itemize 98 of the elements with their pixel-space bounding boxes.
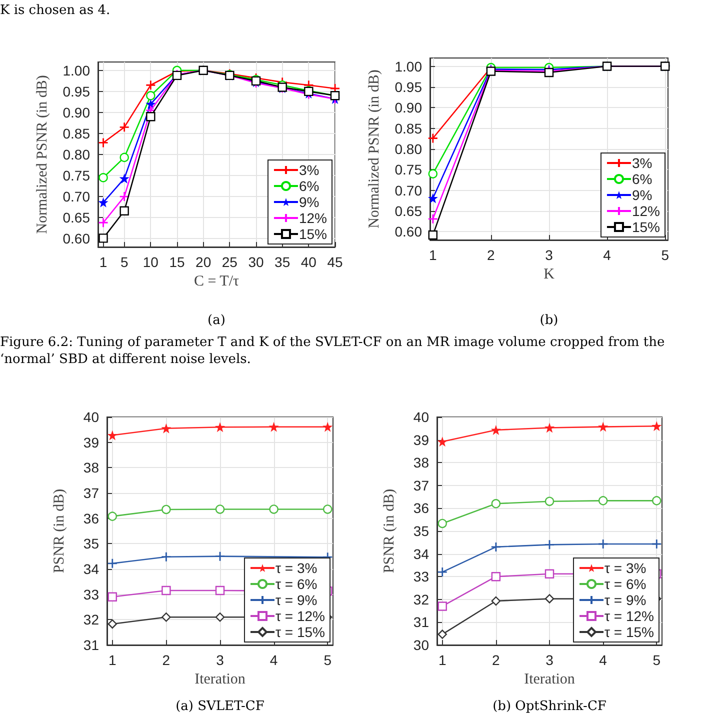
y-tick-label: 31: [413, 614, 430, 630]
y-tick-label: 0.70: [394, 182, 422, 198]
y-tick-label: 33: [413, 568, 430, 585]
y-tick-label: 0.85: [394, 120, 422, 136]
x-tick-label: 3: [545, 247, 554, 263]
x-tick-label: 2: [487, 247, 496, 263]
y-tick-label: 0.90: [394, 100, 422, 116]
y-tick-label: 0.95: [394, 78, 422, 95]
y-tick-label: 38: [83, 460, 100, 476]
text: (a): [206, 312, 226, 329]
legend-label: τ = 15%: [275, 624, 326, 640]
x-tick-label: 1: [108, 652, 116, 668]
x-tick-label: 5: [324, 652, 332, 668]
legend-label: 9%: [632, 187, 652, 203]
x-tick-label: 40: [300, 254, 317, 270]
x-tick-label: 2: [492, 652, 500, 668]
y-axis-title: PSNR (in dB): [382, 488, 398, 574]
legend-label: 6%: [632, 171, 652, 187]
legend-label: 12%: [632, 203, 660, 219]
y-tick-label: 35: [83, 536, 100, 552]
y-tick-label: 37: [83, 485, 100, 501]
y-axis-title: Normalized PSNR (in dB): [366, 70, 382, 228]
x-tick-label: 10: [142, 254, 159, 270]
text: (b) OptShrink-CF: [492, 698, 608, 715]
x-tick-label: 30: [248, 254, 264, 270]
legend-label: 12%: [298, 210, 328, 226]
y-tick-label: 0.65: [394, 203, 422, 220]
y-axis-title: PSNR (in dB): [52, 488, 68, 574]
y-tick-label: 0.70: [62, 188, 90, 205]
y-tick-label: 40: [413, 409, 430, 425]
y-tick-label: 36: [83, 510, 100, 526]
x-axis-title: Iteration: [194, 671, 246, 688]
x-tick-label: 5: [661, 247, 670, 263]
x-tick-label: 4: [270, 652, 278, 668]
y-tick-label: 0.75: [62, 168, 90, 184]
legend-label: 9%: [298, 194, 320, 210]
y-tick-label: 0.80: [394, 141, 422, 157]
y-tick-label: 30: [413, 637, 430, 653]
y-tick-label: 0.65: [62, 210, 90, 226]
text: (b): [538, 312, 560, 329]
text: K is chosen as 4.: [0, 2, 112, 19]
y-tick-label: 37: [413, 477, 430, 494]
y-tick-label: 1.00: [394, 58, 422, 74]
x-tick-label: 4: [599, 652, 608, 668]
y-tick-label: 31: [83, 637, 100, 653]
x-axis-title: K: [544, 266, 555, 282]
x-axis-title: Iteration: [524, 671, 576, 688]
y-tick-label: 0.85: [62, 125, 90, 142]
y-tick-label: 34: [83, 561, 100, 577]
x-tick-label: 1: [438, 652, 446, 668]
y-tick-label: 0.60: [394, 224, 422, 240]
y-tick-label: 0.75: [394, 162, 422, 178]
x-tick-label: 1: [99, 254, 108, 270]
x-tick-label: 35: [274, 254, 290, 270]
y-tick-label: 40: [83, 409, 100, 425]
y-tick-label: 39: [413, 432, 430, 448]
caption: Figure 6.2: Tuning of parameter T and K of the SVLET-CF on an MR image volume cropped from the ‘normal’ SBD at different noise levels.: [0, 334, 666, 368]
legend-label: 15%: [298, 226, 328, 242]
x-tick-label: 3: [546, 652, 554, 668]
y-tick-label: 0.90: [62, 104, 90, 120]
y-tick-label: 32: [83, 612, 100, 628]
x-tick-label: 15: [169, 254, 185, 270]
legend-label: τ = 3%: [275, 560, 318, 576]
legend-label: 3%: [298, 162, 320, 178]
x-axis-title: C = T/τ: [194, 273, 240, 290]
legend-label: τ = 6%: [604, 576, 646, 592]
legend-label: τ = 12%: [604, 608, 654, 624]
x-tick-label: 5: [120, 254, 128, 270]
y-tick-label: 35: [413, 523, 430, 539]
y-tick-label: 0.80: [62, 146, 90, 162]
x-tick-label: 45: [327, 254, 343, 270]
legend-label: 6%: [298, 178, 320, 194]
legend-label: τ = 6%: [275, 576, 318, 592]
x-tick-label: 4: [603, 247, 612, 263]
x-tick-label: 2: [162, 652, 170, 668]
y-tick-label: 39: [83, 434, 100, 450]
x-tick-label: 25: [222, 254, 238, 270]
legend-label: τ = 3%: [604, 560, 646, 576]
legend-label: 3%: [632, 155, 652, 171]
y-tick-label: 0.95: [62, 83, 90, 100]
y-tick-label: 38: [413, 454, 430, 471]
legend-label: τ = 15%: [604, 624, 654, 640]
y-tick-label: 1.00: [62, 62, 90, 78]
x-tick-label: 5: [652, 652, 661, 668]
y-tick-label: 34: [413, 546, 430, 562]
y-tick-label: 0.60: [62, 230, 90, 247]
legend-label: τ = 9%: [604, 592, 646, 608]
y-tick-label: 36: [413, 500, 430, 516]
y-tick-label: 32: [413, 591, 430, 608]
y-axis-title: Normalized PSNR (in dB): [34, 75, 50, 234]
y-tick-label: 33: [83, 586, 100, 602]
legend-label: τ = 9%: [275, 592, 318, 608]
text: (a) SVLET-CF: [174, 698, 266, 715]
x-tick-label: 20: [196, 254, 212, 270]
x-tick-label: 3: [216, 652, 224, 668]
legend-label: τ = 12%: [275, 608, 326, 624]
x-tick-label: 1: [429, 247, 438, 263]
legend-label: 15%: [632, 219, 660, 235]
